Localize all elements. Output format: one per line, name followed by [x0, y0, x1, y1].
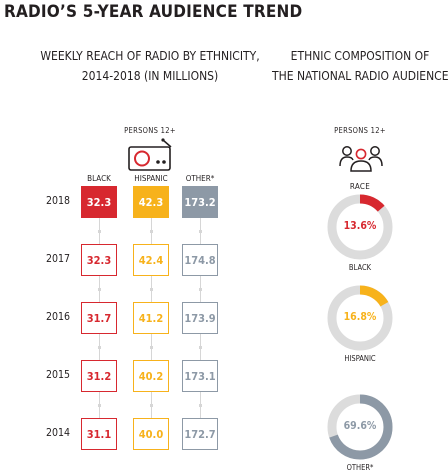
- value-cell-hispanic: 42.3: [133, 186, 169, 218]
- people-group-icon: [339, 146, 383, 172]
- left-header-line-1: WEEKLY REACH OF RADIO BY ETHNICITY,: [40, 49, 260, 63]
- value-cell-black: 32.3: [81, 186, 117, 218]
- value-cell-hispanic: 40.2: [133, 360, 169, 392]
- connector-dot: [198, 403, 202, 407]
- radio-icon: [128, 138, 172, 171]
- connector-dot: [97, 403, 101, 407]
- donut-slice-hispanic: [327, 285, 393, 351]
- column-header-hispanic: HISPANIC: [134, 174, 168, 183]
- left-header: WEEKLY REACH OF RADIO BY ETHNICITY, 2014…: [40, 46, 260, 86]
- value-cell-black: 31.2: [81, 360, 117, 392]
- value-cell-other: 173.1: [182, 360, 218, 392]
- value-cell-hispanic: 42.4: [133, 244, 169, 276]
- left-persons-label: PERSONS 12+: [124, 126, 176, 135]
- donut-value-other: 69.6%: [343, 420, 377, 432]
- right-header-line-1: ETHNIC COMPOSITION OF: [290, 49, 430, 63]
- value-cell-black: 31.7: [81, 302, 117, 334]
- year-label: 2018: [45, 195, 70, 207]
- connector-dot: [97, 287, 101, 291]
- value-cell-hispanic: 40.0: [133, 418, 169, 450]
- connector-dot: [198, 287, 202, 291]
- column-header-black: BLACK: [87, 174, 111, 183]
- page-title: RADIO’S 5-YEAR AUDIENCE TREND: [4, 2, 303, 22]
- connector-dot: [149, 345, 153, 349]
- connector-dot: [198, 229, 202, 233]
- value-cell-black: 32.3: [81, 244, 117, 276]
- right-header-line-2: THE NATIONAL RADIO AUDIENCE: [272, 69, 448, 83]
- column-header-other: OTHER*: [185, 174, 215, 183]
- value-cell-black: 31.1: [81, 418, 117, 450]
- donut-value-black: 13.6%: [343, 220, 377, 232]
- left-header-line-2: 2014-2018 (IN MILLIONS): [81, 69, 219, 83]
- connector-dot: [149, 403, 153, 407]
- right-header: ETHNIC COMPOSITION OF THE NATIONAL RADIO…: [272, 46, 448, 86]
- donut-slice-black: [327, 194, 393, 260]
- year-label: 2016: [45, 311, 70, 323]
- connector-dot: [198, 345, 202, 349]
- value-cell-other: 174.8: [182, 244, 218, 276]
- value-cell-other: 173.2: [182, 186, 218, 218]
- connector-dot: [97, 345, 101, 349]
- donut-caption-black: BLACK: [348, 263, 372, 272]
- connector-dot: [149, 287, 153, 291]
- right-persons-label: PERSONS 12+: [334, 126, 386, 135]
- donut-caption-hispanic: HISPANIC: [344, 354, 376, 363]
- connector-dot: [97, 229, 101, 233]
- value-cell-other: 172.7: [182, 418, 218, 450]
- value-cell-hispanic: 41.2: [133, 302, 169, 334]
- value-cell-other: 173.9: [182, 302, 218, 334]
- year-label: 2017: [45, 253, 70, 265]
- year-label: 2014: [45, 427, 70, 439]
- year-label: 2015: [45, 369, 70, 381]
- donut-slice-other: [327, 394, 393, 460]
- donut-value-hispanic: 16.8%: [343, 311, 377, 323]
- race-label: RACE: [349, 182, 371, 191]
- connector-dot: [149, 229, 153, 233]
